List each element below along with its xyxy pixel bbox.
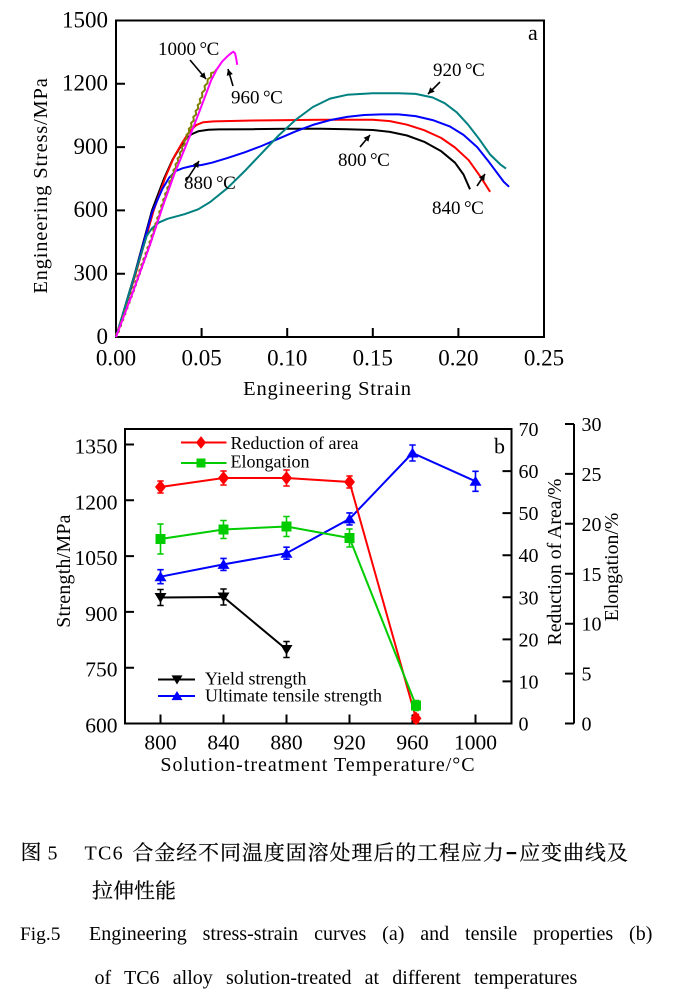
svg-text:Engineering Stress/MPa: Engineering Stress/MPa bbox=[30, 77, 52, 293]
svg-text:Reduction of Area/%: Reduction of Area/% bbox=[544, 479, 566, 646]
svg-text:0: 0 bbox=[582, 714, 592, 736]
svg-text:880: 880 bbox=[270, 731, 302, 755]
svg-text:b: b bbox=[494, 434, 505, 459]
svg-text:Engineering stress-strain curv: Engineering stress-strain curves (a) and… bbox=[89, 923, 652, 945]
svg-text:of TC6 alloy solution-treated: of TC6 alloy solution-treated at differe… bbox=[95, 967, 578, 989]
svg-text:°C: °C bbox=[200, 39, 219, 60]
svg-text:Elongation/%: Elongation/% bbox=[601, 513, 623, 622]
svg-text:°C: °C bbox=[216, 173, 235, 194]
svg-text:10: 10 bbox=[519, 671, 539, 693]
svg-text:1350: 1350 bbox=[75, 435, 118, 459]
svg-text:Yield strength: Yield strength bbox=[205, 669, 307, 689]
svg-text:20: 20 bbox=[519, 629, 539, 651]
svg-text:0: 0 bbox=[519, 714, 529, 736]
svg-text:0.00: 0.00 bbox=[96, 346, 136, 371]
svg-text:960: 960 bbox=[231, 88, 260, 109]
svg-text:Strength/MPa: Strength/MPa bbox=[53, 514, 75, 628]
svg-text:300: 300 bbox=[74, 261, 109, 286]
svg-text:40: 40 bbox=[519, 545, 539, 567]
svg-text:a: a bbox=[528, 20, 538, 45]
svg-text:70: 70 bbox=[519, 419, 539, 441]
svg-text:920: 920 bbox=[433, 60, 462, 81]
svg-text:900: 900 bbox=[85, 602, 117, 626]
svg-text:900: 900 bbox=[74, 134, 109, 159]
svg-text:920: 920 bbox=[333, 731, 365, 755]
svg-text:0.15: 0.15 bbox=[353, 346, 393, 371]
svg-text:1200: 1200 bbox=[75, 490, 118, 514]
svg-text:840: 840 bbox=[207, 731, 239, 755]
svg-text:Reduction of area: Reduction of area bbox=[231, 433, 359, 453]
svg-text:°C: °C bbox=[263, 88, 282, 109]
svg-text:750: 750 bbox=[85, 658, 117, 682]
svg-text:°C: °C bbox=[370, 150, 389, 171]
svg-text:°C: °C bbox=[465, 60, 484, 81]
svg-text:1200: 1200 bbox=[62, 71, 108, 96]
svg-text:15: 15 bbox=[582, 564, 602, 586]
svg-text:20: 20 bbox=[582, 514, 602, 536]
svg-text:1000: 1000 bbox=[158, 39, 196, 60]
svg-text:1000: 1000 bbox=[454, 731, 497, 755]
svg-text:Ultimate tensile strength: Ultimate tensile strength bbox=[205, 686, 382, 706]
svg-text:25: 25 bbox=[582, 464, 602, 486]
svg-text:°C: °C bbox=[464, 198, 483, 219]
svg-text:0.05: 0.05 bbox=[181, 346, 221, 371]
svg-text:0: 0 bbox=[97, 324, 109, 349]
svg-text:600: 600 bbox=[74, 197, 109, 222]
svg-text:10: 10 bbox=[582, 614, 602, 636]
svg-text:1050: 1050 bbox=[75, 546, 118, 570]
svg-text:0.20: 0.20 bbox=[438, 346, 478, 371]
svg-text:30: 30 bbox=[582, 414, 602, 436]
svg-text:60: 60 bbox=[519, 461, 539, 483]
svg-text:960: 960 bbox=[396, 731, 428, 755]
svg-text:Engineering Strain: Engineering Strain bbox=[243, 378, 412, 400]
svg-text:600: 600 bbox=[85, 714, 117, 738]
svg-text:800: 800 bbox=[338, 150, 367, 171]
svg-text:Solution-treatment Temperature: Solution-treatment Temperature/°C bbox=[160, 754, 475, 776]
svg-text:5: 5 bbox=[48, 843, 58, 865]
svg-text:800: 800 bbox=[144, 731, 176, 755]
svg-text:50: 50 bbox=[519, 503, 539, 525]
svg-text:30: 30 bbox=[519, 587, 539, 609]
svg-text:880: 880 bbox=[184, 173, 213, 194]
svg-text:0.25: 0.25 bbox=[524, 346, 564, 371]
svg-text:Elongation: Elongation bbox=[231, 452, 310, 472]
svg-text:0.10: 0.10 bbox=[267, 346, 307, 371]
svg-text:1500: 1500 bbox=[62, 7, 108, 32]
svg-text:TC6: TC6 bbox=[85, 843, 124, 865]
svg-text:840: 840 bbox=[432, 198, 461, 219]
svg-text:5: 5 bbox=[582, 664, 592, 686]
svg-text:Fig.5: Fig.5 bbox=[20, 924, 60, 945]
